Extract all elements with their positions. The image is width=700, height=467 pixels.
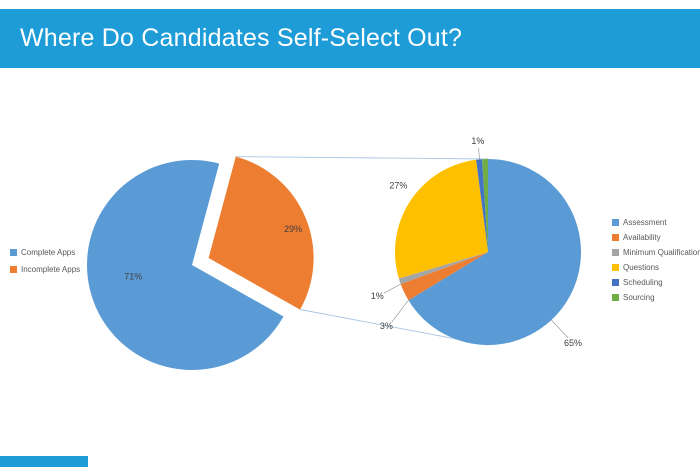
legend-item-availability: Availability [612,233,700,242]
legend-swatch-scheduling [612,279,619,286]
label-leader-line [391,299,409,322]
pie-slice-incomplete-apps [208,156,314,310]
legend-label: Assessment [623,218,667,227]
pie-percent-label: 3% [380,321,393,331]
slide-title: Where Do Candidates Self-Select Out? [20,24,463,52]
legend-swatch-questions [612,264,619,271]
pie-slice-minimum-qualifications [398,252,488,285]
legend-swatch-sourcing [612,294,619,301]
legend-label: Scheduling [623,278,663,287]
application-completion-pie: 29% 71% [87,156,314,370]
legend-item-minimum-qualifications: Minimum Qualifications [612,248,700,257]
pie-slice-complete-apps [87,160,284,370]
pie-percent-label: 71% [124,271,142,281]
label-leader-line [383,283,401,294]
pie-percent-label: 1% [471,136,484,146]
legend-item-complete-apps: Complete Apps [10,248,80,257]
legend-label: Minimum Qualifications [623,248,700,257]
pie-slice-availability [400,252,488,301]
legend-label: Questions [623,263,660,272]
pie-slice-sourcing [482,159,488,252]
legend-swatch-complete-apps [10,249,17,256]
bottom-accent-strip [0,456,88,467]
pie-slice-scheduling [476,159,488,252]
title-bar: Where Do Candidates Self-Select Out? [0,9,700,68]
legend-swatch-availability [612,234,619,241]
label-leader-line [551,319,569,339]
pie-percent-label: 29% [284,224,302,234]
legend-label: Sourcing [623,293,655,302]
legend-item-incomplete-apps: Incomplete Apps [10,265,80,274]
pie-connector-line [235,156,489,160]
legend-label: Complete Apps [21,248,76,257]
legend-item-sourcing: Sourcing [612,293,700,302]
pie-slice-questions [395,159,488,279]
pie-percent-label: 65% [564,338,582,348]
legend-swatch-incomplete-apps [10,266,17,273]
pie-percent-label: 27% [389,180,407,190]
pie-slice-assessment [408,159,581,345]
legend-item-questions: Questions [612,263,700,272]
legend-application-completion: Complete Apps Incomplete Apps [10,248,80,282]
label-leader-line [478,147,480,160]
legend-swatch-minimum-qualifications [612,249,619,256]
legend-label: Incomplete Apps [21,265,81,274]
pie-percent-label: 1% [371,291,384,301]
incomplete-apps-breakdown-pie: 65% 3% 1% 27% 1% [371,136,582,348]
legend-swatch-assessment [612,219,619,226]
legend-item-scheduling: Scheduling [612,278,700,287]
legend-item-assessment: Assessment [612,218,700,227]
legend-incomplete-breakdown: Assessment Availability Minimum Qualificat… [612,218,700,308]
legend-label: Availability [623,233,661,242]
